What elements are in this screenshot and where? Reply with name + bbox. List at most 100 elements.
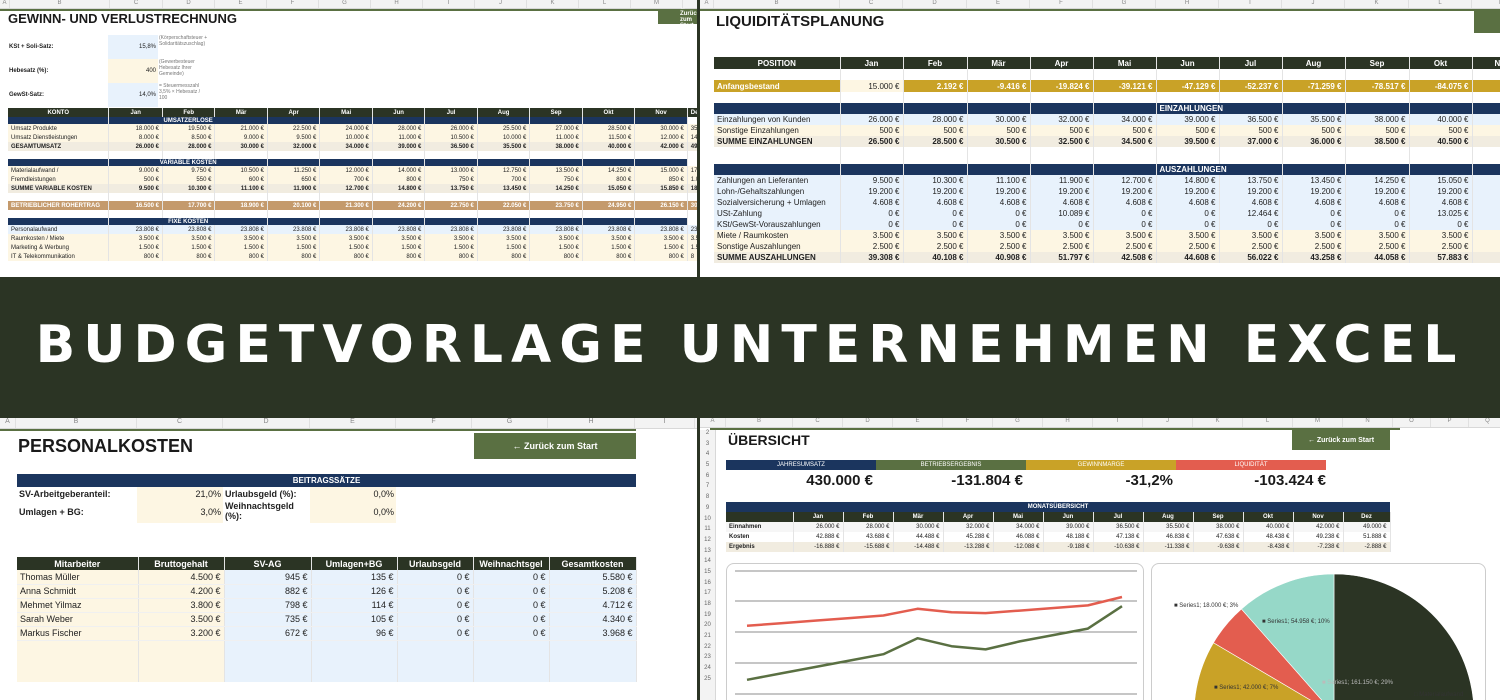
cell[interactable]: 750 €	[424, 175, 478, 184]
cell[interactable]: 43.258 €	[1282, 252, 1346, 263]
cell[interactable]: 13.750 €	[1219, 175, 1283, 186]
cell[interactable]: 2.192 €	[903, 80, 968, 92]
cell[interactable]: 34.500 €	[1093, 136, 1157, 147]
cell[interactable]: 2.500 €	[1409, 241, 1473, 252]
cell[interactable]: 23.808 €	[372, 225, 426, 234]
row-number[interactable]: 22	[704, 643, 711, 650]
cell[interactable]: 8	[687, 252, 697, 261]
row-label[interactable]: Sonstige Auszahlungen	[714, 241, 841, 252]
cell[interactable]: 4.608 €	[967, 197, 1031, 208]
cell[interactable]	[1345, 158, 1410, 164]
cell[interactable]: 500 €	[967, 125, 1031, 136]
cell[interactable]: 0 €	[903, 208, 968, 219]
column-header[interactable]: Aug	[1143, 512, 1194, 522]
cell[interactable]	[1093, 158, 1157, 164]
cell[interactable]: 18.900 €	[214, 201, 268, 210]
cell[interactable]: 2.500 €	[967, 241, 1031, 252]
cell[interactable]	[8, 193, 110, 201]
cell[interactable]: 800 €	[477, 252, 531, 261]
cell[interactable]	[319, 210, 373, 218]
cell[interactable]	[397, 668, 474, 682]
cell[interactable]: 735 €	[224, 612, 312, 627]
section-header[interactable]: VARIABLE KOSTEN	[108, 159, 268, 166]
cell[interactable]: -2.888 €	[1343, 542, 1391, 552]
cell[interactable]: 40.108 €	[903, 252, 968, 263]
cell[interactable]: 750 €	[529, 175, 583, 184]
column-header[interactable]: Okt	[1243, 512, 1294, 522]
row-number[interactable]: 13	[704, 547, 711, 554]
row-number[interactable]: 21	[704, 633, 711, 640]
column-header[interactable]: Jan	[108, 108, 163, 117]
cell[interactable]: 48.438 €	[1243, 532, 1294, 542]
cell[interactable]: 0 €	[1282, 208, 1346, 219]
column-header[interactable]: KONTO	[8, 108, 110, 117]
cell[interactable]	[1030, 92, 1094, 103]
cell[interactable]: 0 €	[1156, 219, 1220, 230]
column-header[interactable]: SV-AG	[224, 557, 312, 570]
cell[interactable]: 0 €	[840, 208, 904, 219]
cell[interactable]: 4.200 €	[138, 584, 225, 599]
cell[interactable]: 500 €	[1282, 125, 1346, 136]
cell[interactable]	[319, 117, 373, 124]
cell[interactable]: 3.500 €	[1093, 230, 1157, 241]
cell[interactable]: 38.000 €	[529, 142, 583, 151]
cell[interactable]: 3.500 €	[108, 234, 163, 243]
cell[interactable]	[582, 159, 636, 166]
cell[interactable]: 10.089 €	[1030, 208, 1094, 219]
cell[interactable]: 3.500 €	[967, 230, 1031, 241]
cell[interactable]: 13.025 €	[1409, 208, 1473, 219]
cell[interactable]	[903, 164, 968, 175]
cell[interactable]: 14.250 €	[582, 166, 636, 175]
cell[interactable]: 3.500 €	[1409, 230, 1473, 241]
column-header[interactable]: Dez	[1343, 512, 1391, 522]
cell[interactable]: 39.000 €	[1043, 522, 1094, 532]
cell[interactable]: 23.808 €	[477, 225, 531, 234]
cell[interactable]: 1.500 €	[162, 243, 216, 252]
column-header[interactable]: Mär	[893, 512, 944, 522]
cell[interactable]	[903, 92, 968, 103]
cell[interactable]: 1.500 €	[477, 243, 531, 252]
cell[interactable]: 500 €	[1345, 125, 1410, 136]
column-header[interactable]: POSITION	[714, 57, 841, 69]
cell[interactable]: 13.750 €	[424, 184, 478, 193]
cell[interactable]: 800 €	[529, 252, 583, 261]
cell[interactable]	[267, 218, 321, 225]
cell[interactable]: 42.888 €	[793, 532, 844, 542]
section-header[interactable]	[8, 117, 110, 124]
cell[interactable]	[1472, 219, 1500, 230]
cell[interactable]: -47.129 €	[1156, 80, 1220, 92]
row-number[interactable]: 23	[704, 654, 711, 661]
cell[interactable]: -16.888 €	[793, 542, 844, 552]
back-to-start-button[interactable]: ← Zurück zum Start	[1292, 430, 1390, 450]
column-header[interactable]: Bruttogehalt	[138, 557, 225, 570]
cell[interactable]	[424, 210, 478, 218]
cell[interactable]	[1345, 103, 1410, 114]
cell[interactable]: 15.050 €	[1409, 175, 1473, 186]
cell[interactable]	[714, 69, 841, 80]
cell[interactable]	[224, 654, 312, 668]
column-header[interactable]: Weihnachtsgel	[473, 557, 550, 570]
cell[interactable]	[477, 193, 531, 201]
cell[interactable]: 19.200 €	[1156, 186, 1220, 197]
cell[interactable]: 800 €	[634, 252, 688, 261]
cell[interactable]	[372, 218, 426, 225]
cell[interactable]: 672 €	[224, 626, 312, 641]
cell[interactable]: 15.000 €	[634, 166, 688, 175]
cell[interactable]: 42.000 €	[634, 142, 688, 151]
column-header[interactable]: Mai	[993, 512, 1044, 522]
cell[interactable]: 19.200 €	[967, 186, 1031, 197]
cell[interactable]: 23.808 €	[162, 225, 216, 234]
cell[interactable]	[840, 147, 904, 158]
cell[interactable]	[634, 159, 688, 166]
cell[interactable]	[397, 654, 474, 668]
cell[interactable]: 500 €	[1093, 125, 1157, 136]
cell[interactable]: 26.500 €	[840, 136, 904, 147]
cell[interactable]	[967, 147, 1031, 158]
cell[interactable]: 42.000 €	[1293, 522, 1344, 532]
column-header[interactable]: Jun	[1043, 512, 1094, 522]
cell[interactable]: 56.022 €	[1219, 252, 1283, 263]
cell[interactable]	[634, 117, 688, 124]
cell[interactable]: 0 €	[1219, 219, 1283, 230]
cell[interactable]	[267, 193, 321, 201]
cell[interactable]	[319, 151, 373, 159]
